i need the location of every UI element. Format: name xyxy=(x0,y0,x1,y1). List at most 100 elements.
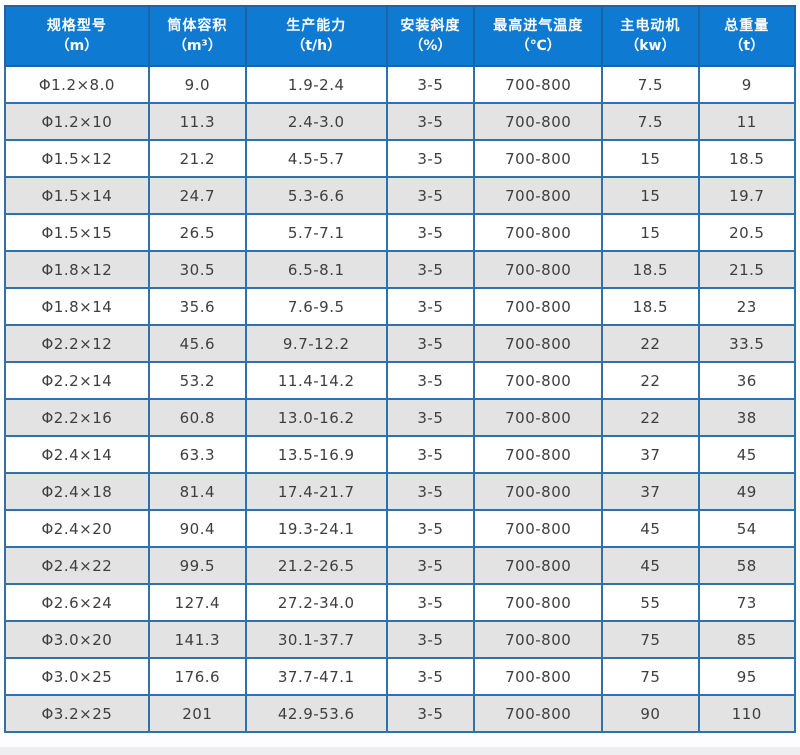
table-cell: 6.5-8.1 xyxy=(244,250,388,289)
table-cell: 27.2-34.0 xyxy=(244,583,388,622)
table-cell: 15 xyxy=(601,139,700,178)
table-row: Φ2.2×12 45.6 9.7-12.2 3-5 700-800 22 33.5 xyxy=(4,324,797,363)
table-row: Φ1.5×15 26.5 5.7-7.1 3-5 700-800 15 20.5 xyxy=(4,213,797,252)
table-cell: 15 xyxy=(601,213,700,252)
table-cell: 11 xyxy=(697,102,797,141)
table-cell: 99.5 xyxy=(147,546,247,585)
table-cell: 3-5 xyxy=(385,324,476,363)
column-header-model: 规格型号 （m） xyxy=(4,5,150,67)
table-cell: 21.2 xyxy=(147,139,247,178)
table-cell: Φ1.5×15 xyxy=(4,213,150,252)
table-cell: 4.5-5.7 xyxy=(244,139,388,178)
table-cell: 73 xyxy=(697,583,797,622)
table-cell: 700-800 xyxy=(473,250,604,289)
table-cell: 18.5 xyxy=(601,287,700,326)
table-cell: 13.0-16.2 xyxy=(244,398,388,437)
table-row: Φ1.8×14 35.6 7.6-9.5 3-5 700-800 18.5 23 xyxy=(4,287,797,326)
table-cell: 15 xyxy=(601,176,700,215)
table-cell: Φ1.8×12 xyxy=(4,250,150,289)
column-header-production-capacity: 生产能力 （t/h） xyxy=(244,5,388,67)
table-cell: 18.5 xyxy=(697,139,797,178)
table-cell: Φ3.0×20 xyxy=(4,620,150,659)
table-cell: Φ3.2×25 xyxy=(4,694,150,733)
table-cell: 45 xyxy=(697,435,797,474)
table-cell: 3-5 xyxy=(385,472,476,511)
table-cell: 1.9-2.4 xyxy=(244,65,388,104)
table-cell: 75 xyxy=(601,620,700,659)
table-cell: Φ2.2×12 xyxy=(4,324,150,363)
table-cell: 176.6 xyxy=(147,657,247,696)
table-cell: Φ3.0×25 xyxy=(4,657,150,696)
table-cell: 90 xyxy=(601,694,700,733)
table-cell: 3-5 xyxy=(385,139,476,178)
table-cell: 37.7-47.1 xyxy=(244,657,388,696)
table-header: 规格型号 （m） 筒体容积 （m³） 生产能力 （t/h） 安装斜度 （%） 最… xyxy=(4,5,797,67)
table-cell: 700-800 xyxy=(473,694,604,733)
column-header-unit: （m³） xyxy=(172,38,222,54)
table-cell: Φ1.2×8.0 xyxy=(4,65,150,104)
table-row: Φ1.2×10 11.3 2.4-3.0 3-5 700-800 7.5 11 xyxy=(4,102,797,141)
column-header-max-inlet-temperature: 最高进气温度 （℃） xyxy=(473,5,604,67)
table-row: Φ1.5×14 24.7 5.3-6.6 3-5 700-800 15 19.7 xyxy=(4,176,797,215)
table-cell: 700-800 xyxy=(473,361,604,400)
table-row: Φ1.2×8.0 9.0 1.9-2.4 3-5 700-800 7.5 9 xyxy=(4,65,797,104)
table-cell: 60.8 xyxy=(147,398,247,437)
table-cell: 45 xyxy=(601,509,700,548)
table-cell: Φ2.2×14 xyxy=(4,361,150,400)
table-row: Φ1.5×12 21.2 4.5-5.7 3-5 700-800 15 18.5 xyxy=(4,139,797,178)
table-cell: 22 xyxy=(601,324,700,363)
table-cell: 49 xyxy=(697,472,797,511)
table-cell: 35.6 xyxy=(147,287,247,326)
column-header-label: 最高进气温度 xyxy=(493,17,584,34)
table-cell: Φ2.4×14 xyxy=(4,435,150,474)
table-cell: 21.2-26.5 xyxy=(244,546,388,585)
table-cell: 9 xyxy=(697,65,797,104)
table-cell: 33.5 xyxy=(697,324,797,363)
table-cell: 37 xyxy=(601,472,700,511)
table-header-row: 规格型号 （m） 筒体容积 （m³） 生产能力 （t/h） 安装斜度 （%） 最… xyxy=(4,5,797,67)
table-cell: 700-800 xyxy=(473,324,604,363)
table-cell: 81.4 xyxy=(147,472,247,511)
table-cell: 7.6-9.5 xyxy=(244,287,388,326)
table-cell: 700-800 xyxy=(473,176,604,215)
table-cell: Φ2.4×20 xyxy=(4,509,150,548)
table-cell: 700-800 xyxy=(473,213,604,252)
table-cell: 90.4 xyxy=(147,509,247,548)
column-header-label: 规格型号 xyxy=(46,17,107,34)
table-cell: 7.5 xyxy=(601,65,700,104)
table-cell: 95 xyxy=(697,657,797,696)
table-cell: 45 xyxy=(601,546,700,585)
column-header-total-weight: 总重量 （t） xyxy=(697,5,797,67)
table-cell: Φ2.6×24 xyxy=(4,583,150,622)
column-header-unit: （t） xyxy=(729,38,765,54)
table-cell: 700-800 xyxy=(473,620,604,659)
column-header-unit: （kw） xyxy=(625,38,676,54)
table-cell: 3-5 xyxy=(385,65,476,104)
column-header-label: 总重量 xyxy=(724,17,770,34)
table-cell: 700-800 xyxy=(473,139,604,178)
table-cell: 9.0 xyxy=(147,65,247,104)
table-cell: 54 xyxy=(697,509,797,548)
table-row: Φ2.4×18 81.4 17.4-21.7 3-5 700-800 37 49 xyxy=(4,472,797,511)
table-cell: 3-5 xyxy=(385,509,476,548)
table-cell: 3-5 xyxy=(385,657,476,696)
table-cell: 3-5 xyxy=(385,287,476,326)
table-cell: 3-5 xyxy=(385,620,476,659)
column-header-label: 生产能力 xyxy=(286,17,347,34)
table-cell: Φ1.2×10 xyxy=(4,102,150,141)
table-cell: 5.7-7.1 xyxy=(244,213,388,252)
table-cell: 22 xyxy=(601,361,700,400)
table-cell: 20.5 xyxy=(697,213,797,252)
table-cell: 700-800 xyxy=(473,472,604,511)
column-header-label: 安装斜度 xyxy=(400,17,461,34)
column-header-unit: （m） xyxy=(55,38,99,54)
table-cell: 2.4-3.0 xyxy=(244,102,388,141)
table-cell: 23 xyxy=(697,287,797,326)
table-cell: 11.3 xyxy=(147,102,247,141)
column-header-label: 筒体容积 xyxy=(167,17,228,34)
table-cell: 9.7-12.2 xyxy=(244,324,388,363)
table-cell: 700-800 xyxy=(473,435,604,474)
table-cell: 3-5 xyxy=(385,546,476,585)
table-cell: 700-800 xyxy=(473,583,604,622)
table-cell: 700-800 xyxy=(473,65,604,104)
